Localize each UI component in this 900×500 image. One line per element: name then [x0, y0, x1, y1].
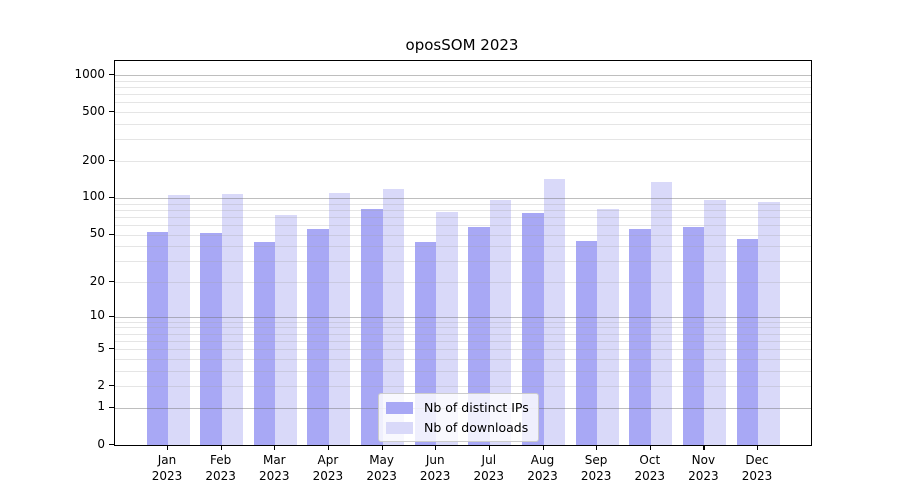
bar-distinct-ips-may	[361, 209, 383, 445]
legend-item-downloads: Nb of downloads	[386, 419, 529, 436]
bar-downloads-nov	[704, 200, 726, 445]
y-tick-label-200: 200	[82, 152, 105, 167]
x-tick-jul	[488, 445, 490, 450]
bar-distinct-ips-sep	[575, 241, 598, 445]
y-tick-1	[109, 406, 114, 409]
x-tick-label-may: May 2023	[366, 453, 397, 483]
legend-label-downloads: Nb of downloads	[424, 420, 529, 435]
x-tick-label-nov: Nov 2023	[688, 453, 719, 483]
x-tick-sep	[596, 445, 598, 450]
legend-label-distinct-ips: Nb of distinct IPs	[424, 400, 529, 415]
x-tick-label-jan: Jan 2023	[151, 453, 183, 483]
y-tick-label-2: 2	[97, 377, 105, 392]
legend: Nb of distinct IPs Nb of downloads	[378, 393, 539, 442]
y-tick-label-5: 5	[97, 340, 105, 355]
x-tick-dec	[757, 445, 759, 450]
bar-downloads-aug	[543, 178, 565, 445]
x-tick-may	[381, 445, 383, 450]
y-tick-200	[109, 160, 114, 162]
x-tick-label-aug: Aug 2023	[527, 453, 558, 483]
chart-title: oposSOM 2023	[405, 36, 519, 54]
y-tick-label-100: 100	[82, 189, 105, 204]
bar-distinct-ips-apr	[307, 229, 329, 445]
bar-downloads-sep	[597, 209, 619, 445]
y-tick-1000	[109, 74, 114, 76]
y-tick-0	[109, 444, 114, 446]
bar-distinct-ips-jan	[146, 232, 168, 445]
bar-downloads-dec	[758, 201, 780, 445]
bar-distinct-ips-mar	[253, 242, 276, 445]
x-tick-label-jun: Jun 2023	[419, 453, 451, 483]
y-tick-label-50: 50	[89, 226, 105, 240]
bar-distinct-ips-oct	[629, 228, 651, 445]
y-tick-label-1000: 1000	[74, 66, 105, 81]
x-tick-nov	[703, 445, 705, 450]
legend-item-distinct-ips: Nb of distinct IPs	[386, 399, 529, 416]
x-tick-feb	[220, 445, 222, 450]
legend-swatch-distinct-ips	[386, 401, 413, 414]
y-tick-label-20: 20	[89, 273, 105, 288]
bars-layer	[115, 61, 811, 445]
x-tick-label-feb: Feb 2023	[205, 453, 236, 483]
y-tick-label-1: 1	[97, 399, 105, 414]
bar-downloads-oct	[650, 181, 673, 445]
x-tick-oct	[649, 445, 651, 450]
x-tick-label-jul: Jul 2023	[473, 453, 505, 483]
bar-downloads-apr	[328, 192, 351, 445]
y-tick-500	[109, 111, 114, 113]
bar-downloads-jan	[168, 195, 190, 445]
x-tick-label-dec: Dec 2023	[741, 453, 773, 483]
y-tick-label-10: 10	[89, 308, 105, 323]
plot-area	[114, 60, 812, 446]
y-tick-10	[109, 315, 114, 317]
y-tick-2	[109, 385, 114, 387]
y-tick-label-500: 500	[82, 103, 105, 118]
x-tick-label-sep: Sep 2023	[580, 453, 612, 483]
x-tick-jun	[435, 445, 437, 450]
x-tick-jan	[167, 445, 169, 450]
bar-downloads-feb	[221, 193, 244, 445]
x-tick-label-mar: Mar 2023	[259, 453, 290, 483]
legend-swatch-downloads	[386, 421, 413, 434]
y-tick-20	[109, 281, 114, 283]
y-tick-50	[109, 233, 114, 235]
bar-downloads-jun	[436, 211, 458, 445]
x-tick-label-apr: Apr 2023	[312, 453, 344, 483]
x-tick-apr	[327, 445, 330, 450]
y-tick-label-0: 0	[97, 436, 105, 451]
bar-downloads-jul	[489, 200, 512, 445]
bar-downloads-may	[382, 189, 405, 445]
y-tick-100	[109, 196, 114, 199]
bar-distinct-ips-dec	[736, 238, 758, 445]
bar-distinct-ips-nov	[682, 226, 705, 445]
bar-distinct-ips-aug	[522, 213, 544, 445]
bar-distinct-ips-feb	[200, 233, 222, 445]
bar-distinct-ips-jul	[468, 226, 490, 445]
x-tick-mar	[274, 445, 276, 450]
y-tick-5	[109, 348, 114, 350]
x-tick-label-oct: Oct 2023	[634, 453, 666, 483]
x-tick-aug	[542, 445, 544, 450]
bar-downloads-mar	[275, 215, 297, 445]
